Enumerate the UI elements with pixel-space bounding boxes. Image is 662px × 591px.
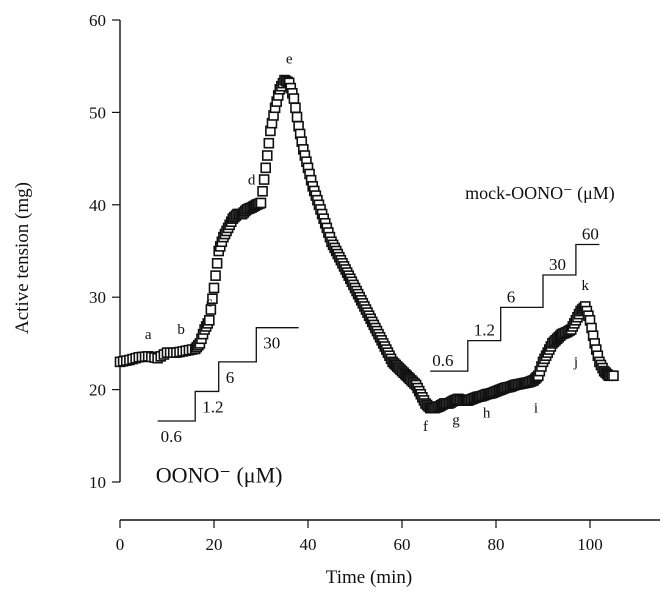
x-tick-label: 80 [488, 535, 505, 554]
mock-step-label: 60 [582, 225, 599, 244]
data-series [114, 74, 619, 414]
mock-step-label: 6 [507, 287, 516, 306]
point-label-c: c [206, 294, 213, 310]
mock-step-label: 0.6 [432, 351, 453, 370]
data-point [205, 304, 217, 315]
mock-stair-line [430, 243, 600, 372]
x-ticks: 0 20 40 60 80 100 [116, 520, 603, 554]
data-point [261, 150, 273, 161]
y-ticks: 10 20 30 40 50 60 [89, 11, 120, 492]
y-tick-label: 60 [89, 11, 106, 30]
oono-step-label: 6 [226, 368, 235, 387]
x-axis-label: Time (min) [326, 567, 412, 588]
oono-concentration-steps: OONO⁻ (μM) 0.6 1.26 30 [156, 327, 299, 487]
point-label-i: i [534, 401, 538, 417]
data-point [290, 102, 301, 114]
point-label-h: h [483, 405, 491, 421]
data-point [263, 137, 275, 149]
y-axis: 10 20 30 40 50 60 [89, 11, 121, 492]
x-axis: 0 20 40 60 80 100 [116, 519, 660, 554]
data-point [608, 370, 619, 382]
mock-step-label: 1.2 [474, 321, 495, 340]
x-tick-label: 20 [206, 535, 223, 554]
x-tick-label: 60 [394, 535, 411, 554]
x-tick-label: 0 [116, 535, 125, 554]
oono-stair-line [157, 327, 299, 422]
data-point [258, 174, 270, 185]
data-point [207, 293, 218, 305]
point-label-f: f [423, 419, 428, 435]
data-point [288, 93, 300, 104]
oono-step-label: 30 [263, 334, 280, 353]
oono-concentration-title: OONO⁻ (μM) [156, 462, 283, 487]
y-tick-label: 30 [89, 288, 106, 307]
y-axis-label: Active tension (mg) [12, 182, 33, 334]
mock-step-label: 30 [549, 255, 566, 274]
y-tick-label: 50 [89, 103, 106, 122]
x-tick-label: 100 [577, 535, 603, 554]
point-label-e: e [286, 51, 293, 67]
data-point [208, 282, 220, 294]
x-tick-label: 40 [300, 535, 317, 554]
oono-step-label: 0.6 [161, 427, 182, 446]
point-label-j: j [573, 355, 578, 371]
data-point [291, 111, 303, 123]
data-point [257, 185, 268, 197]
data-point [260, 162, 272, 174]
point-label-a: a [145, 327, 152, 343]
oono-step-label: 1.2 [202, 397, 223, 416]
data-point [255, 197, 267, 209]
point-labels: a b c d e f g h i j k [145, 51, 590, 435]
data-point [210, 270, 221, 281]
point-label-d: d [248, 172, 256, 188]
point-label-g: g [452, 413, 460, 429]
y-tick-label: 20 [89, 381, 106, 400]
y-tick-label: 40 [89, 196, 106, 215]
point-label-k: k [582, 278, 590, 294]
mock-oono-concentration-steps: mock-OONO⁻ (μM) 0.6 1.2 6 30 60 [430, 183, 615, 372]
mock-oono-concentration-title: mock-OONO⁻ (μM) [465, 183, 615, 204]
data-point [204, 314, 215, 326]
y-tick-label: 10 [89, 473, 106, 492]
point-label-b: b [177, 322, 185, 338]
data-point [211, 258, 223, 269]
